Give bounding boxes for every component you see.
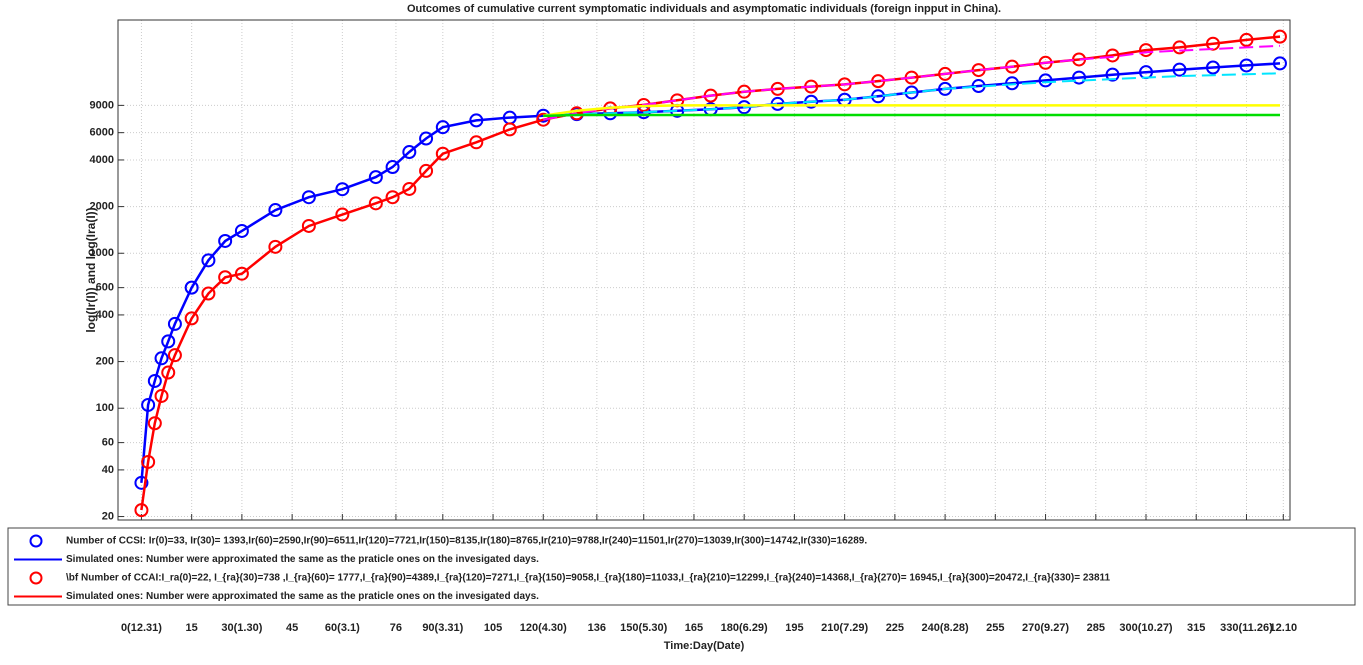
data-point <box>161 365 176 380</box>
x-tick-label: 300(10.27) <box>1119 622 1173 634</box>
legend-marker <box>29 571 43 585</box>
data-point <box>419 131 434 146</box>
x-tick-label: 15 <box>186 622 198 634</box>
data-point <box>368 196 383 211</box>
data-point <box>268 239 283 254</box>
y-tick-label: 60 <box>102 437 114 449</box>
y-tick-label: 1000 <box>90 247 114 259</box>
data-point <box>502 122 517 137</box>
data-point <box>167 316 182 331</box>
data-point <box>154 351 169 366</box>
y-axis-label: log(Ir(I)) and log(Ira(I)) <box>84 207 98 332</box>
series-line <box>543 72 1281 117</box>
x-tick-label: 270(9.27) <box>1022 622 1069 634</box>
data-point <box>402 181 417 196</box>
data-point <box>301 190 316 205</box>
series-line <box>543 113 1280 118</box>
x-tick-label: 60(3.1) <box>325 622 360 634</box>
legend-label: Number of CCSI: Ir(0)=33, Ir(30)= 1393,I… <box>66 536 867 547</box>
legend-label: \bf Number of CCAI:I_ra(0)=22, I_{ra}(30… <box>66 573 1111 584</box>
series-line <box>543 44 1281 121</box>
data-point <box>201 286 216 301</box>
data-point <box>147 373 162 388</box>
legend-marker <box>29 534 43 548</box>
x-tick-label: 12.10 <box>1270 622 1298 634</box>
data-point <box>402 145 417 160</box>
y-tick-label: 200 <box>96 355 114 367</box>
x-axis-label: Time:Day(Date) <box>664 640 745 652</box>
x-tick-label: 210(7.29) <box>821 622 868 634</box>
data-point <box>368 170 383 185</box>
x-tick-label: 315 <box>1187 622 1205 634</box>
series-line <box>543 104 1280 117</box>
x-tick-label: 150(5.30) <box>620 622 667 634</box>
data-point <box>161 334 176 349</box>
x-tick-label: 180(6.29) <box>721 622 768 634</box>
x-tick-label: 30(1.30) <box>221 622 262 634</box>
data-point <box>201 253 216 268</box>
x-tick-label: 0(12.31) <box>121 622 162 634</box>
y-tick-label: 100 <box>96 402 114 414</box>
y-tick-label: 2000 <box>90 201 114 213</box>
data-point <box>335 182 350 197</box>
y-tick-label: 6000 <box>90 127 114 139</box>
x-tick-label: 136 <box>588 622 606 634</box>
y-tick-label: 9000 <box>90 99 114 111</box>
data-point <box>218 233 233 248</box>
data-point <box>335 207 350 222</box>
x-tick-label: 76 <box>390 622 402 634</box>
plot-frame <box>117 19 1291 521</box>
x-tick-label: 255 <box>986 622 1004 634</box>
x-tick-label: 330(11.26) <box>1220 622 1273 634</box>
data-point <box>154 388 169 403</box>
data-point <box>167 348 182 363</box>
x-tick-label: 195 <box>785 622 803 634</box>
x-tick-label: 225 <box>886 622 904 634</box>
data-point <box>234 223 249 238</box>
x-tick-label: 105 <box>484 622 502 634</box>
x-tick-label: 45 <box>286 622 298 634</box>
x-tick-label: 285 <box>1087 622 1105 634</box>
x-tick-label: 240(8.28) <box>922 622 969 634</box>
data-point <box>234 266 249 281</box>
x-tick-label: 120(4.30) <box>520 622 567 634</box>
data-point <box>184 311 199 326</box>
data-point <box>469 135 484 150</box>
y-tick-label: 40 <box>102 464 114 476</box>
data-point <box>385 190 400 205</box>
data-point <box>385 160 400 175</box>
chart-title: Outcomes of cumulative current symptomat… <box>407 3 1001 15</box>
y-tick-label: 4000 <box>90 154 114 166</box>
y-tick-label: 600 <box>96 282 114 294</box>
legend-label: Simulated ones: Number were approximated… <box>66 591 539 602</box>
data-point <box>301 218 316 233</box>
data-point <box>184 280 199 295</box>
data-point <box>268 203 283 218</box>
legend-label: Simulated ones: Number were approximated… <box>66 554 539 565</box>
legend-box <box>7 527 1356 606</box>
x-tick-label: 165 <box>685 622 703 634</box>
y-tick-label: 400 <box>96 309 114 321</box>
y-tick-label: 20 <box>102 510 114 522</box>
x-tick-label: 90(3.31) <box>422 622 463 634</box>
data-point <box>419 163 434 178</box>
data-point <box>435 146 450 161</box>
